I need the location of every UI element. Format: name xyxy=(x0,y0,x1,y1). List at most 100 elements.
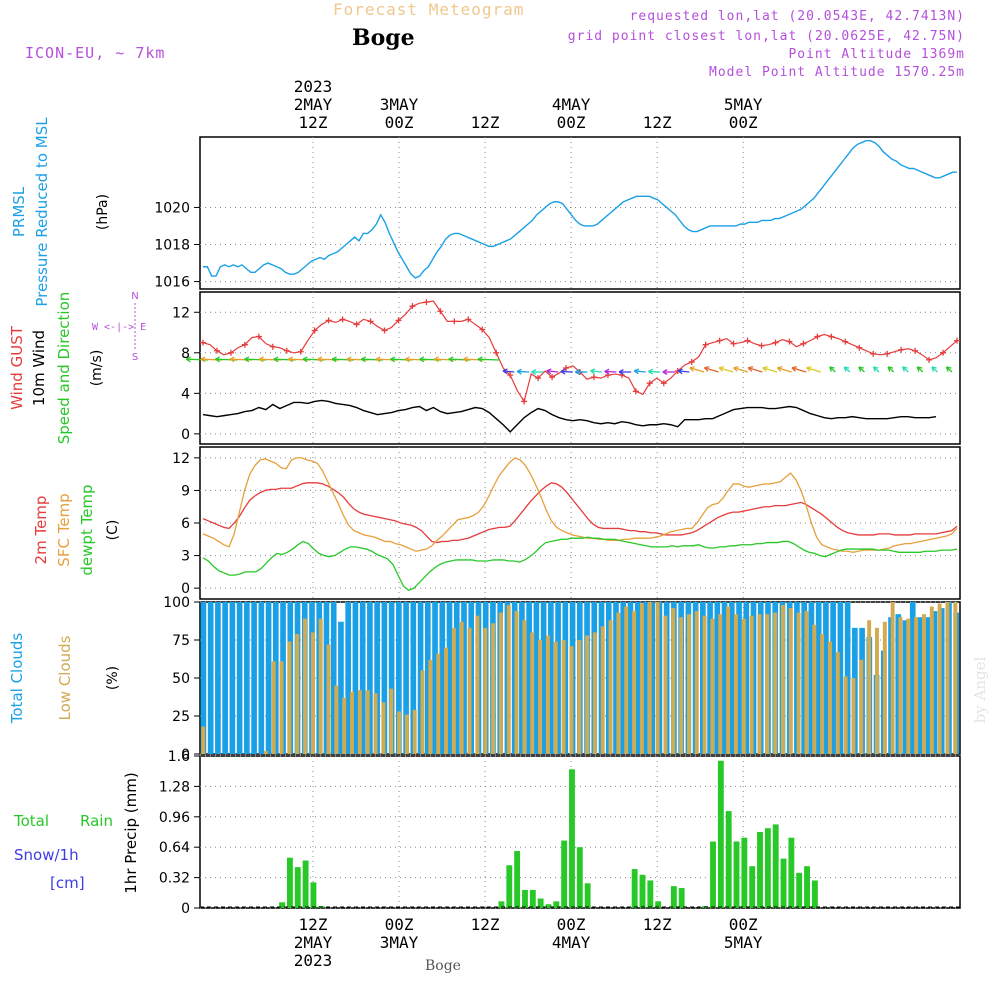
wind-arrow-head xyxy=(872,366,879,372)
low-cloud-bar xyxy=(561,640,566,754)
wind-direction-arrow xyxy=(560,370,573,373)
low-cloud-bar xyxy=(357,690,362,754)
rain-bar xyxy=(670,886,677,908)
rain-bar xyxy=(717,760,724,908)
low-cloud-bar xyxy=(875,627,879,754)
rain-bar xyxy=(647,880,654,908)
total-cloud-bar xyxy=(323,602,330,754)
low-cloud-bar xyxy=(381,702,386,754)
wind-speed-line xyxy=(202,399,937,433)
rain-bar xyxy=(584,883,591,908)
low-cloud-bar xyxy=(444,647,449,754)
total-cloud-bar xyxy=(359,602,366,754)
top-time-label: 5MAY xyxy=(724,95,763,114)
rain-bar xyxy=(294,867,301,908)
bottom-time-label: 2MAY xyxy=(294,933,333,952)
low-cloud-bar xyxy=(945,602,950,754)
rain-bar xyxy=(796,872,803,908)
rain-bar xyxy=(678,888,685,908)
dewpt-temp-label: dewpt Temp xyxy=(78,484,96,575)
total-cloud-bar xyxy=(251,602,257,754)
low-cloud-bar xyxy=(585,635,590,754)
total-cloud-bar xyxy=(446,602,453,754)
rain-bar xyxy=(286,857,293,908)
wind-arrow-head xyxy=(317,356,323,363)
gust-point xyxy=(912,347,919,354)
wind-arrow-head xyxy=(419,356,425,363)
wind-direction-arrow xyxy=(791,367,807,373)
y-tick-label: 1.28 xyxy=(159,779,190,795)
gust-point xyxy=(269,343,276,350)
total-cloud-bar xyxy=(707,602,713,754)
legend-cm: [cm] xyxy=(50,874,85,892)
wind-direction-arrow xyxy=(704,367,719,373)
gust-point xyxy=(744,337,751,344)
temp-2m-line xyxy=(202,482,958,544)
low-cloud-bar xyxy=(514,611,519,754)
low-cloud-bar xyxy=(632,611,637,754)
top-time-label: 12Z xyxy=(299,113,328,132)
gust-point xyxy=(451,318,458,325)
compass-south: S xyxy=(132,352,138,363)
low-cloud-bar xyxy=(530,632,535,754)
gust-point xyxy=(381,327,388,334)
bottom-time-label: 2023 xyxy=(294,951,333,970)
rain-bar xyxy=(788,837,795,908)
low-cloud-bar xyxy=(310,632,315,754)
total-cloud-bar xyxy=(265,602,272,754)
low-cloud-bar xyxy=(326,644,331,754)
low-cloud-bar xyxy=(820,633,825,754)
wind-arrow-head xyxy=(546,368,552,375)
total-cloud-bar xyxy=(909,602,916,754)
low-cloud-bar xyxy=(694,611,699,754)
top-time-label: 00Z xyxy=(729,113,758,132)
y-tick-label: 1016 xyxy=(154,275,190,291)
total-cloud-bar xyxy=(728,602,735,754)
gust-point xyxy=(493,349,500,356)
wind-arrow-head xyxy=(843,366,850,372)
chart-title: Forecast Meteogram xyxy=(333,0,525,19)
total-cloud-bar xyxy=(743,602,750,754)
rain-bar xyxy=(302,860,309,908)
gust-point xyxy=(339,316,346,323)
gust-point xyxy=(409,303,416,310)
wind-direction-arrow xyxy=(477,358,500,361)
rain-bar xyxy=(725,811,732,908)
rain-bar xyxy=(710,841,716,908)
gust-point xyxy=(688,358,695,365)
total-cloud-bar xyxy=(200,602,207,754)
low-cloud-bar xyxy=(843,676,848,754)
wind-speed-direction-label: Speed and Direction xyxy=(55,292,73,445)
dewpoint-line xyxy=(202,536,958,592)
total-cloud-bar xyxy=(207,602,214,754)
precip-label: 1hr Precip (mm) xyxy=(122,772,140,893)
gust-point xyxy=(549,374,556,381)
wind-arrow-head xyxy=(229,356,235,363)
y-tick-label: 6 xyxy=(181,516,190,532)
location-title: Boge xyxy=(352,25,415,51)
y-tick-label: 12 xyxy=(172,451,190,467)
total-cloud-bar xyxy=(222,602,228,754)
top-time-label: 00Z xyxy=(385,113,414,132)
total-cloud-bar xyxy=(330,602,337,754)
model-point-altitude: Model Point Altitude 1570.25m xyxy=(709,65,965,80)
low-cloud-bar xyxy=(898,617,903,754)
gust-point xyxy=(535,375,542,382)
y-tick-label: 12 xyxy=(172,305,190,321)
low-cloud-bar xyxy=(404,714,409,754)
low-cloud-bar xyxy=(365,690,370,754)
low-cloud-bar xyxy=(506,605,511,754)
bottom-time-label: 4MAY xyxy=(552,933,591,952)
total-cloud-bar xyxy=(519,602,525,754)
wind-arrow-head xyxy=(390,356,396,363)
gust-point xyxy=(590,374,597,381)
top-year-label: 2023 xyxy=(294,77,333,96)
low-cloud-bar xyxy=(710,618,715,754)
low-cloud-bar xyxy=(303,618,307,754)
low-cloud-bar xyxy=(929,606,934,754)
pressure-label-msl: Pressure Reduced to MSL xyxy=(33,117,51,307)
gust-point xyxy=(255,333,262,340)
wind-arrow-head xyxy=(302,356,308,363)
point-altitude: Point Altitude 1369m xyxy=(788,47,965,62)
rain-bar xyxy=(553,901,560,908)
